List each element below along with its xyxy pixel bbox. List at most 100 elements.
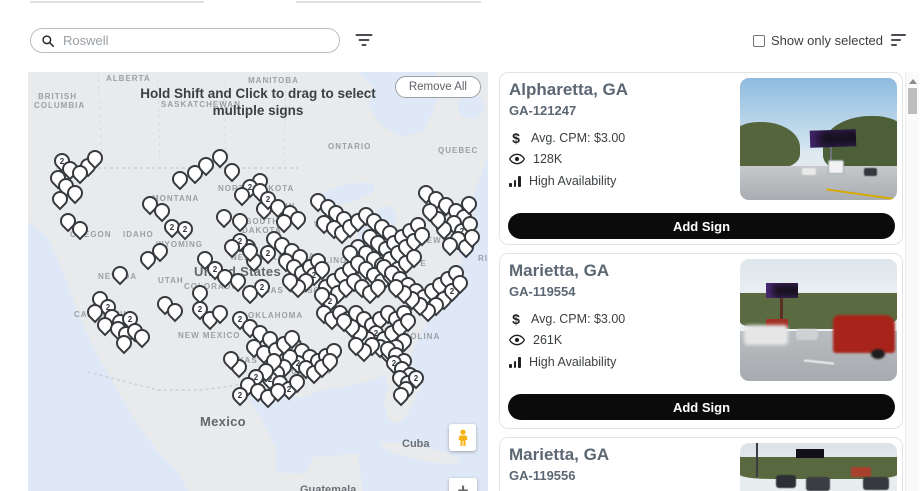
map-pin[interactable] <box>460 225 484 249</box>
sort-icon[interactable] <box>891 34 907 47</box>
map-pin[interactable] <box>448 271 472 295</box>
map-label: COLUMBIA <box>34 101 86 110</box>
map-pin[interactable] <box>457 192 481 216</box>
map-pin[interactable] <box>150 199 174 223</box>
map-pin[interactable] <box>112 331 136 355</box>
sign-card[interactable]: Marietta, GA GA-119556 <box>499 437 903 491</box>
map-label: MANITOBA <box>248 76 299 85</box>
map-pin[interactable] <box>219 347 243 371</box>
add-sign-button[interactable]: Add Sign <box>508 213 895 239</box>
map-pin[interactable] <box>344 333 368 357</box>
map-pin[interactable] <box>48 187 72 211</box>
map-pin[interactable] <box>410 223 434 247</box>
availability-value: High Availability <box>529 174 617 188</box>
map-pin[interactable] <box>384 275 408 299</box>
map-pin[interactable] <box>108 262 132 286</box>
sign-city: Alpharetta, GA <box>509 80 629 99</box>
add-sign-button[interactable]: Add Sign <box>508 394 895 420</box>
map-pin[interactable] <box>83 146 107 170</box>
impressions-row: 261K <box>509 333 562 347</box>
zoom-in-button[interactable]: + <box>449 478 477 491</box>
map-pin[interactable] <box>310 283 334 307</box>
map-pin[interactable] <box>402 245 426 269</box>
impressions-value: 261K <box>533 333 563 347</box>
map-pin[interactable] <box>228 209 252 233</box>
map-pin[interactable] <box>278 269 302 293</box>
map-pin[interactable] <box>266 379 290 403</box>
dollar-icon: $ <box>512 311 520 327</box>
map-pin[interactable] <box>212 205 236 229</box>
map-label: UTAH <box>158 276 184 285</box>
filter-icon[interactable] <box>354 34 373 47</box>
panel-scrollbar[interactable] <box>905 72 919 491</box>
map-pin[interactable] <box>238 239 262 263</box>
map-label: Guatemala <box>300 484 357 491</box>
impressions-value: 128K <box>533 152 563 166</box>
sign-card[interactable]: Alpharetta, GA GA-121247 $ Avg. CPM: $3.… <box>499 72 903 245</box>
availability-bars-icon <box>509 175 521 187</box>
top-cutoff-field-underline <box>30 1 204 3</box>
map-pin[interactable] <box>332 309 356 333</box>
map-pin[interactable] <box>194 153 218 177</box>
map-label: BRITISH <box>38 92 77 101</box>
cpm-value: Avg. CPM: $3.00 <box>531 131 626 145</box>
sign-card[interactable]: Marietta, GA GA-119554 $ Avg. CPM: $3.00… <box>499 253 903 429</box>
availability-value: High Availability <box>529 355 617 369</box>
map-pin[interactable] <box>220 159 244 183</box>
map-pin[interactable] <box>163 299 187 323</box>
sign-city: Marietta, GA <box>509 261 610 280</box>
map-pin[interactable] <box>68 217 92 241</box>
map-label: PE <box>414 259 427 268</box>
map-label: SOUTH <box>246 217 279 226</box>
map-pin[interactable] <box>63 181 87 205</box>
map-label: NEW MEXICO <box>178 331 241 340</box>
remove-all-button[interactable]: Remove All <box>394 76 481 98</box>
map-label: CAROLINA <box>390 332 441 341</box>
map-pin[interactable] <box>438 233 462 257</box>
cpm-row: $ Avg. CPM: $3.00 <box>509 130 625 146</box>
map-pin[interactable] <box>208 301 232 325</box>
map-pin[interactable] <box>68 161 92 185</box>
map-pin[interactable] <box>230 183 254 207</box>
eye-icon <box>509 153 525 165</box>
map-canvas[interactable]: BRITISH COLUMBIA ALBERTA SASKATCHEWAN MANITO… <box>28 72 488 491</box>
show-only-selected-label: Show only selected <box>771 33 884 48</box>
map-label: COLORADO <box>184 282 239 291</box>
show-only-selected-toggle[interactable]: Show only selected <box>753 33 883 48</box>
map-pin[interactable] <box>389 383 413 407</box>
checkbox[interactable] <box>753 34 765 47</box>
map-pin[interactable] <box>285 370 309 394</box>
map-label: OKLAHOMA <box>248 311 304 320</box>
map-label: WYOMING <box>156 240 203 249</box>
cpm-row: $ Avg. CPM: $3.00 <box>509 311 625 327</box>
map-pin[interactable] <box>418 199 442 223</box>
search-input[interactable]: Roswell <box>30 28 340 53</box>
eye-icon <box>509 334 525 346</box>
map-pin[interactable] <box>130 325 154 349</box>
map-label: ONTARIO <box>328 142 372 151</box>
map-label: IDAHO <box>123 230 154 239</box>
map-cluster-pin[interactable]: 2 <box>228 383 252 407</box>
scrollbar-thumb[interactable] <box>908 88 917 114</box>
map-pin[interactable] <box>238 281 262 305</box>
map-label: SASKATCHEWAN <box>161 100 241 109</box>
map-pin[interactable] <box>318 349 342 373</box>
map-label: OREGON <box>70 230 112 239</box>
map-pin[interactable] <box>148 239 172 263</box>
sign-id: GA-119556 <box>509 468 576 483</box>
sign-id: GA-119554 <box>509 284 576 299</box>
map-pin[interactable] <box>220 235 244 259</box>
map-cluster-pin[interactable]: 2 <box>173 217 197 241</box>
sign-id: GA-121247 <box>509 103 577 118</box>
availability-bars-icon <box>509 356 521 368</box>
map-label: MISSOURI <box>290 286 338 295</box>
map-pin[interactable] <box>280 326 304 350</box>
map-label: ILLINOIS <box>315 256 357 265</box>
map-label: DAKOTA <box>242 226 282 235</box>
map-label: QUEBEC <box>438 146 479 155</box>
scroll-up-arrow-icon[interactable] <box>909 79 917 84</box>
street-view-pegman-icon[interactable] <box>449 424 476 451</box>
map-pin[interactable] <box>396 309 420 333</box>
map-label: Cuba <box>402 438 430 450</box>
